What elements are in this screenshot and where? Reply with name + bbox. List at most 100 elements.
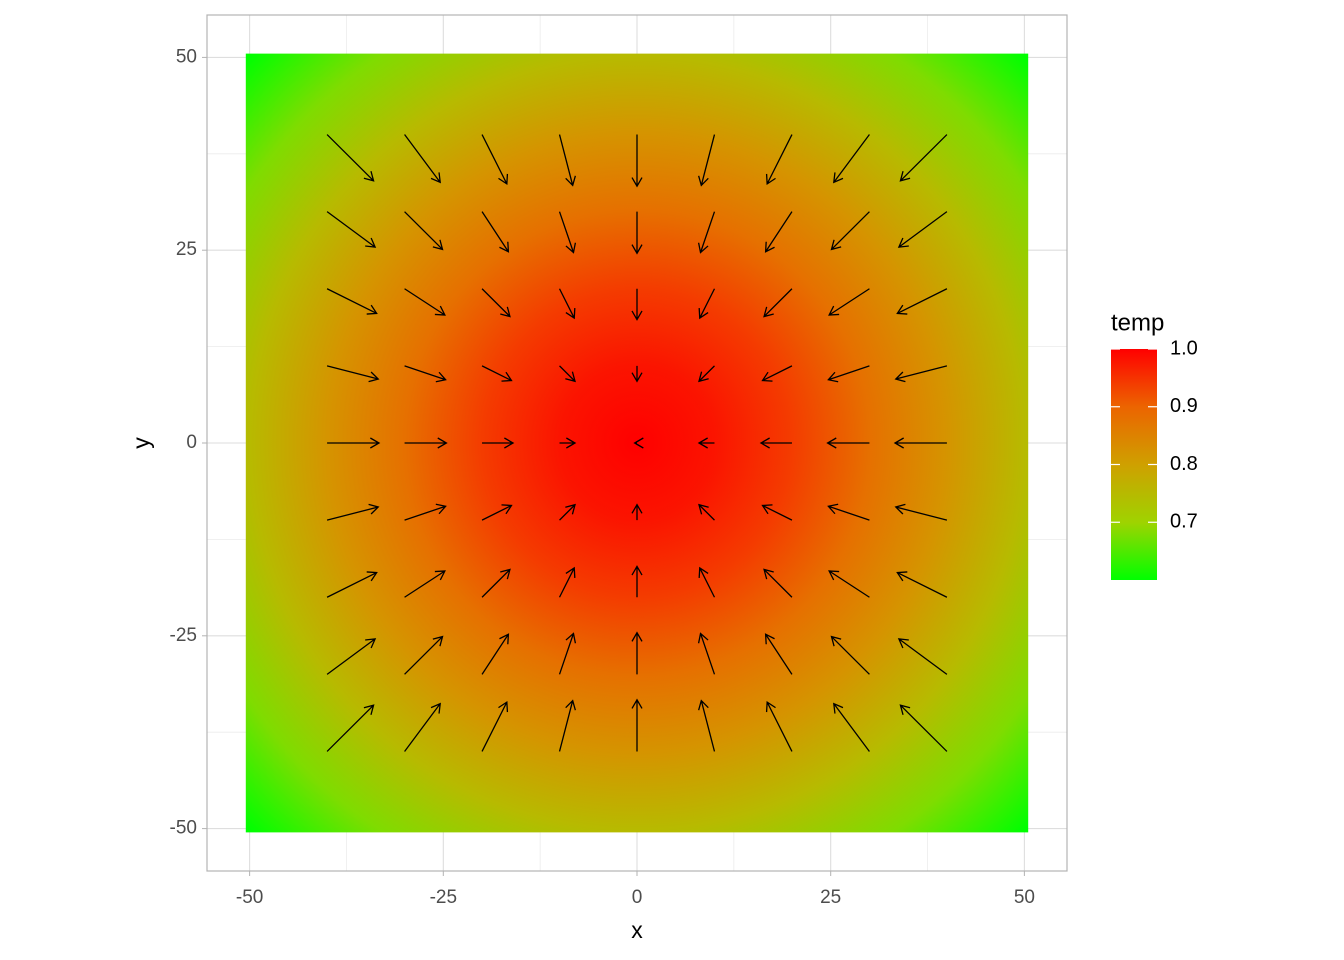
arrow [896, 571, 948, 598]
arrow [827, 365, 870, 383]
arrow [559, 437, 577, 449]
arrow [697, 632, 716, 675]
arrow [759, 437, 792, 449]
arrow [697, 211, 716, 254]
arrow [827, 503, 870, 521]
arrow [765, 700, 793, 752]
arrow [763, 568, 793, 598]
x-tick-label: 50 [1014, 887, 1035, 908]
arrow [481, 568, 511, 598]
arrow [326, 571, 378, 598]
arrow [327, 437, 381, 449]
arrow [764, 633, 793, 675]
legend-title: temp [1111, 309, 1164, 336]
arrow [404, 702, 441, 752]
arrow [404, 635, 444, 675]
arrow [698, 134, 716, 187]
arrow [698, 288, 716, 320]
arrow [326, 211, 377, 248]
arrow [481, 211, 510, 253]
arrow [631, 698, 643, 752]
arrow [404, 503, 447, 521]
arrow [404, 211, 444, 251]
arrow [828, 570, 870, 598]
y-tick-label: 25 [176, 239, 197, 260]
y-axis-title: y [128, 437, 154, 449]
arrow [559, 365, 576, 383]
arrow [830, 635, 870, 675]
x-tick-label: 25 [820, 887, 841, 908]
arrow [558, 566, 576, 598]
arrow [481, 700, 509, 752]
arrow [763, 288, 793, 318]
arrow [631, 288, 643, 321]
y-tick-label: 50 [176, 46, 197, 67]
arrow [559, 503, 576, 521]
arrow [761, 365, 793, 382]
arrow [698, 566, 716, 598]
y-tick-label: -50 [170, 818, 197, 839]
arrow [697, 437, 715, 449]
arrow [558, 288, 576, 320]
arrow [698, 503, 715, 521]
arrow [833, 134, 870, 184]
panel-border [206, 14, 1068, 872]
arrow [899, 704, 948, 752]
arrow [326, 638, 377, 675]
arrow [698, 699, 716, 752]
arrow [481, 134, 509, 186]
arrow [326, 134, 375, 182]
arrow [833, 702, 870, 752]
arrow [326, 503, 380, 521]
legend-tick-label: 0.7 [1170, 511, 1198, 533]
arrow [633, 437, 644, 449]
arrow [558, 699, 576, 752]
arrow [481, 288, 511, 318]
x-axis-title: x [631, 917, 643, 943]
arrow [631, 365, 643, 383]
arrow [481, 504, 513, 521]
arrow [404, 437, 448, 449]
arrow [894, 503, 948, 521]
legend-tick-label: 0.8 [1170, 453, 1198, 475]
arrow [481, 633, 510, 675]
arrow [893, 437, 947, 449]
arrow [558, 211, 577, 254]
x-tick-label: 0 [632, 887, 643, 908]
arrow [631, 211, 643, 255]
arrow [482, 437, 515, 449]
x-tick-label: -25 [430, 887, 457, 908]
y-tick-label: 0 [186, 432, 197, 453]
arrow [404, 288, 446, 316]
arrow [894, 365, 948, 383]
arrow [631, 565, 643, 598]
x-tick-label: -50 [236, 887, 263, 908]
legend-tick-label: 1.0 [1170, 337, 1198, 359]
arrow [765, 134, 793, 186]
legend-tick-label: 0.9 [1170, 395, 1198, 417]
arrow [326, 704, 375, 752]
arrow [404, 365, 447, 383]
arrow [826, 437, 870, 449]
arrow [897, 211, 948, 248]
arrow [897, 638, 948, 675]
arrow [631, 503, 643, 521]
arrow [558, 632, 577, 675]
arrow [631, 134, 643, 188]
arrow [481, 365, 513, 382]
arrow [899, 134, 948, 182]
arrow [558, 134, 576, 187]
arrow [764, 211, 793, 253]
y-tick-label: -25 [170, 625, 197, 646]
arrow [830, 211, 870, 251]
arrow [761, 504, 793, 521]
arrow [828, 288, 870, 316]
arrow [698, 365, 715, 383]
arrow [896, 288, 948, 315]
arrow [404, 570, 446, 598]
arrow [631, 631, 643, 675]
arrow [404, 134, 441, 184]
arrow [326, 365, 380, 383]
